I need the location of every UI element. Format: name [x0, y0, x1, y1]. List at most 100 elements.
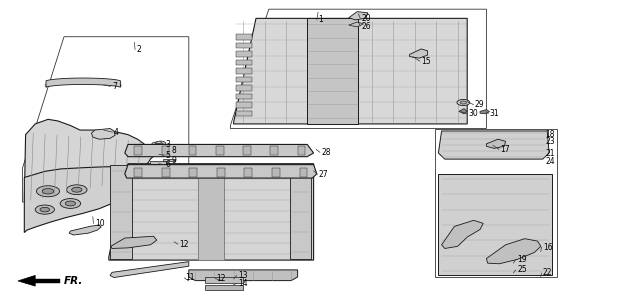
Text: 20: 20	[362, 14, 371, 23]
Polygon shape	[410, 49, 428, 58]
Polygon shape	[438, 174, 552, 275]
Bar	[298, 146, 305, 155]
Bar	[236, 102, 252, 108]
Text: 1: 1	[318, 15, 323, 24]
Bar	[236, 60, 252, 65]
Text: 12: 12	[216, 274, 226, 283]
Circle shape	[72, 187, 82, 192]
Polygon shape	[349, 12, 368, 20]
Text: 9: 9	[172, 156, 177, 165]
Bar	[236, 34, 252, 40]
Polygon shape	[189, 270, 298, 281]
Polygon shape	[290, 165, 311, 259]
Text: 4: 4	[114, 128, 119, 137]
Text: 27: 27	[319, 170, 328, 179]
Circle shape	[40, 207, 50, 212]
Polygon shape	[459, 109, 467, 114]
Bar	[134, 168, 142, 177]
Polygon shape	[24, 167, 141, 233]
Polygon shape	[69, 225, 101, 235]
Bar	[163, 159, 175, 161]
Text: 8: 8	[172, 146, 176, 155]
Polygon shape	[125, 165, 317, 178]
Polygon shape	[109, 164, 314, 260]
Polygon shape	[110, 262, 189, 278]
Text: 19: 19	[517, 255, 527, 264]
Polygon shape	[480, 110, 490, 114]
Bar	[134, 146, 142, 155]
Bar	[236, 43, 252, 48]
Text: 10: 10	[95, 219, 104, 228]
Bar	[270, 146, 278, 155]
Circle shape	[65, 201, 76, 206]
Bar	[150, 161, 166, 164]
Polygon shape	[486, 239, 541, 264]
Bar	[205, 277, 243, 283]
Bar	[236, 68, 252, 74]
Text: 3: 3	[165, 140, 170, 149]
Polygon shape	[125, 144, 314, 157]
Bar	[150, 151, 166, 154]
Text: 24: 24	[545, 157, 555, 166]
Bar	[236, 111, 252, 116]
Polygon shape	[349, 22, 364, 27]
Bar	[272, 168, 280, 177]
Text: 22: 22	[543, 268, 552, 278]
Text: 21: 21	[545, 149, 555, 158]
Bar	[236, 85, 252, 91]
Text: 6: 6	[165, 160, 170, 169]
Text: 30: 30	[468, 109, 478, 118]
Bar	[243, 146, 251, 155]
Bar	[163, 149, 175, 151]
Polygon shape	[92, 129, 115, 139]
Bar	[300, 168, 307, 177]
Polygon shape	[486, 139, 506, 148]
Bar	[161, 146, 169, 155]
Text: 26: 26	[362, 21, 371, 31]
Bar	[236, 51, 252, 57]
Bar	[35, 279, 60, 283]
Text: FR.: FR.	[64, 276, 83, 286]
Circle shape	[36, 186, 60, 197]
Circle shape	[457, 99, 470, 106]
Bar	[205, 285, 243, 290]
Polygon shape	[18, 275, 35, 286]
Bar	[244, 168, 252, 177]
Text: 11: 11	[186, 273, 195, 282]
Text: 12: 12	[179, 240, 189, 249]
Text: 28: 28	[321, 148, 331, 157]
Bar	[189, 146, 196, 155]
Text: 17: 17	[500, 145, 510, 154]
Text: 14: 14	[238, 279, 248, 288]
Text: 18: 18	[545, 130, 555, 139]
Text: 29: 29	[475, 100, 484, 109]
Polygon shape	[198, 165, 224, 260]
Circle shape	[60, 199, 81, 208]
Bar	[216, 146, 224, 155]
Circle shape	[156, 141, 166, 146]
Text: 5: 5	[165, 151, 170, 160]
Polygon shape	[110, 165, 132, 259]
Circle shape	[42, 188, 54, 194]
Polygon shape	[438, 131, 549, 159]
Polygon shape	[111, 236, 157, 248]
Circle shape	[460, 101, 467, 104]
Circle shape	[152, 142, 162, 147]
Bar	[217, 168, 225, 177]
Circle shape	[154, 144, 164, 148]
Text: 13: 13	[238, 271, 248, 280]
Text: 23: 23	[545, 137, 555, 146]
Text: 7: 7	[112, 82, 117, 91]
Text: 15: 15	[421, 57, 431, 66]
Text: 2: 2	[136, 45, 141, 54]
Polygon shape	[46, 78, 120, 87]
Circle shape	[35, 205, 54, 214]
Circle shape	[67, 185, 87, 195]
Bar	[162, 168, 170, 177]
Text: 25: 25	[517, 265, 527, 274]
Polygon shape	[24, 119, 154, 200]
Text: 31: 31	[490, 109, 499, 118]
Text: 16: 16	[543, 243, 552, 252]
Polygon shape	[307, 18, 358, 124]
Bar	[236, 77, 252, 82]
